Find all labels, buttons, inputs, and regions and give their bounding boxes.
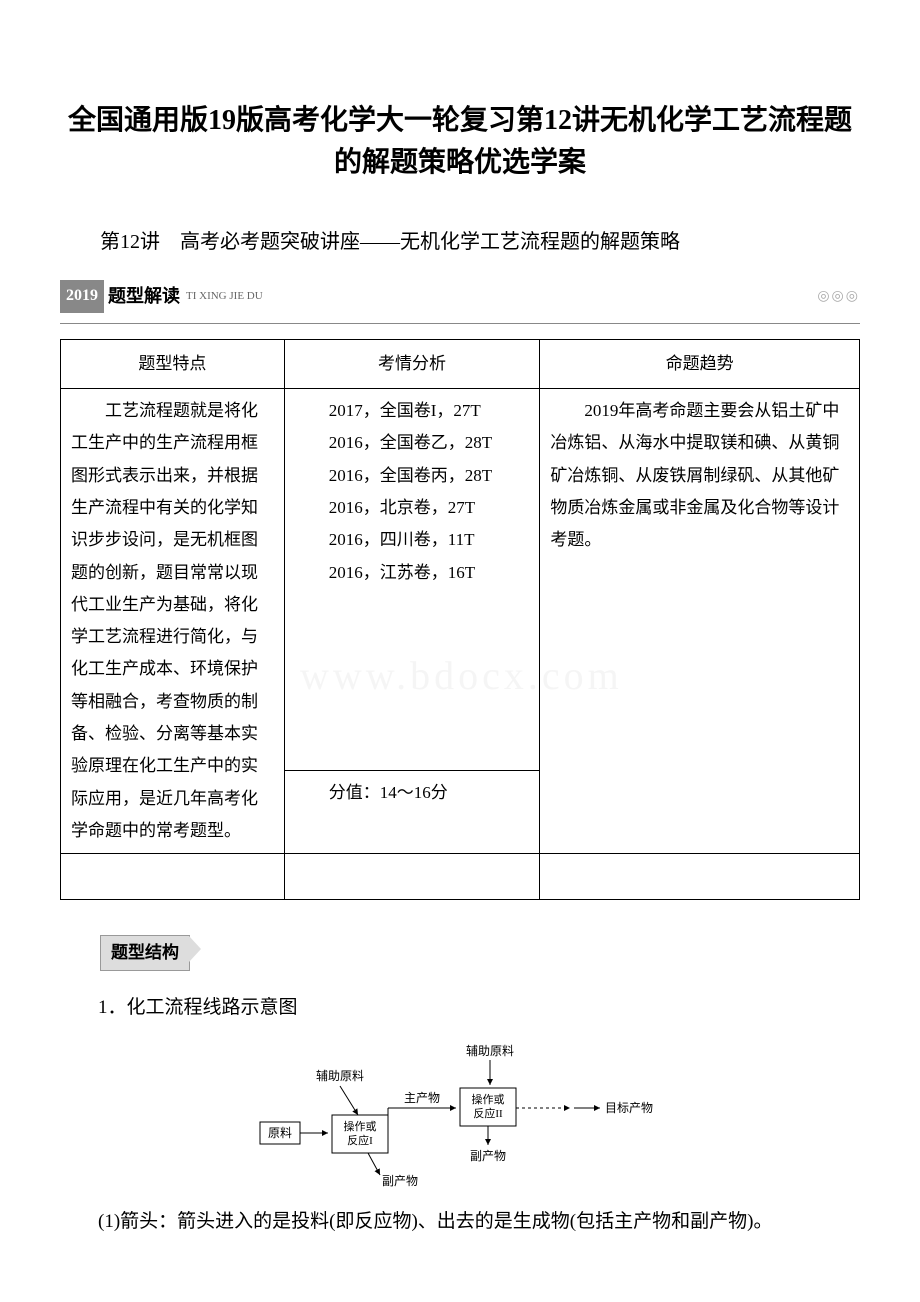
lecture-subtitle: 第12讲 高考必考题突破讲座——无机化学工艺流程题的解题策略 xyxy=(60,224,860,260)
document-title: 全国通用版19版高考化学大一轮复习第12讲无机化学工艺流程题的解题策略优选学案 xyxy=(60,100,860,184)
raw-material-label: 原料 xyxy=(268,1126,292,1140)
header-cell: 命题趋势 xyxy=(540,339,860,388)
op2-label-line2: 反应II xyxy=(473,1106,503,1120)
byproduct-right-label: 副产物 xyxy=(470,1149,506,1163)
empty-cell xyxy=(284,854,540,899)
table-row: 工艺流程题就是将化工生产中的生产流程用框图形式表示出来，并根据生产流程中有关的化… xyxy=(61,389,860,771)
table-header-row: 题型特点 考情分析 命题趋势 xyxy=(61,339,860,388)
banner-pinyin: TI XING JIE DU xyxy=(186,287,263,307)
numbered-item-1: 1．化工流程线路示意图 xyxy=(60,991,860,1025)
empty-cell xyxy=(61,854,285,899)
banner-dots-icon: ◎◎◎ xyxy=(817,284,860,309)
year-badge: 2019 xyxy=(60,280,104,313)
flowchart-diagram: 辅助原料 辅助原料 原料 操作或 反应I 主产物 副产物 操作或 反应II 目标… xyxy=(60,1040,860,1190)
body-paragraph-1: (1)箭头：箭头进入的是投料(即反应物)、出去的是生成物(包括主产物和副产物)。 xyxy=(60,1205,860,1239)
byproduct-left-label: 副产物 xyxy=(382,1174,418,1188)
structure-label: 题型结构 xyxy=(100,935,190,972)
flowchart-svg: 辅助原料 辅助原料 原料 操作或 反应I 主产物 副产物 操作或 反应II 目标… xyxy=(250,1040,670,1190)
table-empty-row xyxy=(61,854,860,899)
exam-item: 2016，四川卷，11T xyxy=(295,524,530,556)
exam-item: 2016，全国卷乙，28T xyxy=(295,427,530,459)
main-product-label: 主产物 xyxy=(404,1091,440,1105)
empty-cell xyxy=(540,854,860,899)
exam-item: 2017，全国卷I，27T xyxy=(295,395,530,427)
exam-item: 2016，全国卷丙，28T xyxy=(295,460,530,492)
exam-item: 2016，江苏卷，16T xyxy=(295,557,530,589)
op1-label-line2: 反应I xyxy=(347,1133,373,1147)
banner-title: 题型解读 xyxy=(108,280,180,312)
op2-label-line1: 操作或 xyxy=(472,1092,505,1106)
exam-item: 2016，北京卷，27T xyxy=(295,492,530,524)
header-cell: 考情分析 xyxy=(284,339,540,388)
banner-left: 2019 题型解读 TI XING JIE DU xyxy=(60,280,263,313)
header-cell: 题型特点 xyxy=(61,339,285,388)
section-banner: 2019 题型解读 TI XING JIE DU ◎◎◎ xyxy=(60,280,860,313)
trend-cell: 2019年高考命题主要会从铝土矿中冶炼铝、从海水中提取镁和碘、从黄铜矿冶炼铜、从… xyxy=(540,389,860,854)
op1-label-line1: 操作或 xyxy=(344,1119,377,1133)
aux-material-left-label: 辅助原料 xyxy=(316,1069,364,1083)
type-feature-cell: 工艺流程题就是将化工生产中的生产流程用框图形式表示出来，并根据生产流程中有关的化… xyxy=(61,389,285,854)
target-product-label: 目标产物 xyxy=(605,1101,653,1115)
aux-material-top-label: 辅助原料 xyxy=(466,1044,514,1058)
banner-underline xyxy=(60,323,860,324)
analysis-table: 题型特点 考情分析 命题趋势 工艺流程题就是将化工生产中的生产流程用框图形式表示… xyxy=(60,339,860,900)
score-cell: 分值：14～16分 xyxy=(284,770,540,854)
exam-analysis-cell: 2017，全国卷I，27T 2016，全国卷乙，28T 2016，全国卷丙，28… xyxy=(284,389,540,771)
